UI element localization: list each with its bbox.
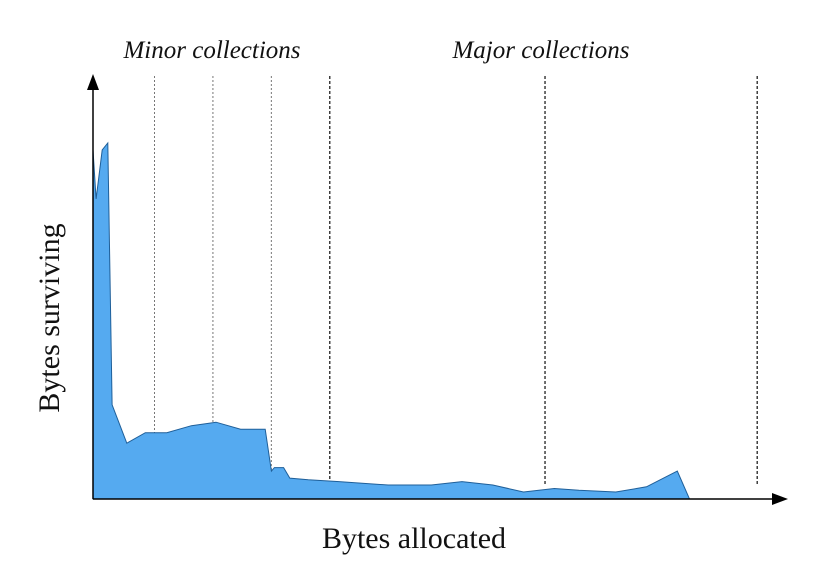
axes bbox=[87, 74, 788, 505]
bytes-surviving-area bbox=[92, 141, 708, 500]
collection-dividers bbox=[154, 76, 758, 486]
y-axis-label: Bytes surviving bbox=[33, 223, 66, 412]
y-axis-arrowhead bbox=[87, 74, 99, 90]
x-axis-label: Bytes allocated bbox=[322, 522, 506, 555]
minor-collections-annotation: Minor collections bbox=[122, 37, 300, 64]
major-collections-annotation: Major collections bbox=[451, 37, 629, 64]
x-axis-arrowhead bbox=[772, 493, 788, 505]
